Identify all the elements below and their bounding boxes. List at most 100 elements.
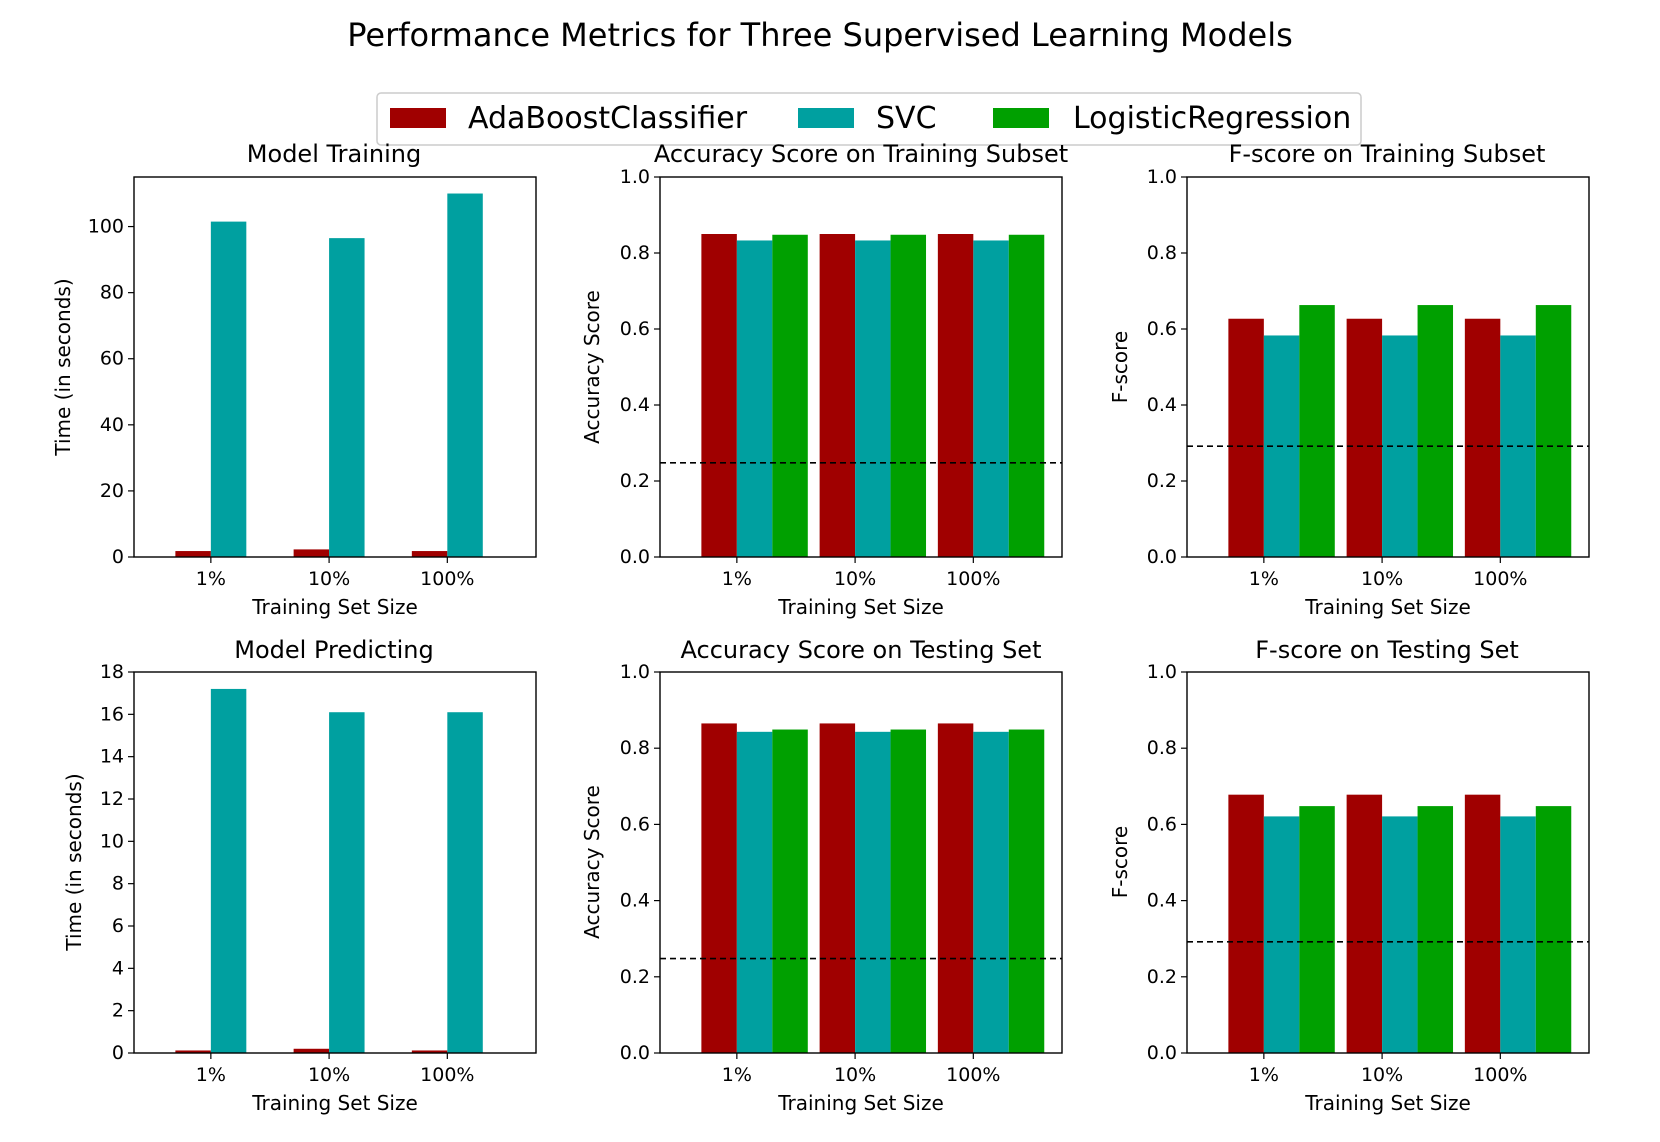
bar-adaboostclassifier-1 <box>1228 318 1264 557</box>
x-tick-label: 10% <box>1361 1064 1403 1086</box>
bar-svc-10 <box>855 240 891 557</box>
bar-svc-1 <box>210 688 247 1053</box>
x-tick-label: 1% <box>722 568 752 590</box>
bar-logisticregression-1 <box>772 729 808 1053</box>
y-axis-label: F-score <box>1108 331 1132 403</box>
x-tick-label: 100% <box>1473 1064 1527 1086</box>
bar-adaboostclassifier-1 <box>175 551 211 557</box>
bar-logisticregression-1 <box>772 234 808 557</box>
axes-frame <box>133 671 537 1054</box>
y-axis-label: F-score <box>1108 826 1132 898</box>
bar-svc-1 <box>736 731 773 1053</box>
legend-label-adaboost: AdaBoostClassifier <box>468 101 748 136</box>
y-tick-label: 1.0 <box>1147 166 1177 188</box>
x-axis-label: Training Set Size <box>251 595 418 619</box>
panel-fscore-testing: F-score on Testing Set 0.0 0.2 0.4 0.6 0.8 1.… <box>1108 636 1590 1115</box>
bar-logisticregression-100 <box>1008 729 1045 1053</box>
y-axis-label: Time (in seconds) <box>62 773 86 951</box>
y-tick-label: 0.2 <box>1147 470 1177 492</box>
bar-logisticregression-1 <box>1299 806 1335 1053</box>
x-axis-label: Training Set Size <box>777 595 944 619</box>
panel-title: Model Predicting <box>234 636 433 664</box>
axes-frame <box>133 176 537 558</box>
bar-svc-100 <box>447 193 483 557</box>
y-tick-label: 0 <box>112 1042 124 1064</box>
bar-adaboostclassifier-100 <box>937 234 974 557</box>
axes-frame <box>659 176 1063 558</box>
y-tick-label: 0.8 <box>1147 737 1177 759</box>
x-tick-label: 1% <box>722 1064 752 1086</box>
x-tick-label: 100% <box>946 1064 1000 1086</box>
y-axis-label: Accuracy Score <box>580 785 604 939</box>
y-tick-label: 1.0 <box>620 166 650 188</box>
panel-title: Accuracy Score on Testing Set <box>681 636 1042 664</box>
legend-swatch-svc <box>798 108 854 128</box>
bar-svc-10 <box>855 731 891 1053</box>
legend: AdaBoostClassifier SVC LogisticRegressio… <box>376 92 1362 146</box>
y-tick-label: 0.6 <box>620 318 650 340</box>
axes-frame <box>1186 671 1590 1054</box>
y-tick-label: 1.0 <box>1147 661 1177 683</box>
plot-area: 0 20 40 60 80 100 1% 10% 100% <box>88 176 537 590</box>
plot-area: 0.0 0.2 0.4 0.6 0.8 1.0 1% 10% 100% <box>620 661 1063 1086</box>
y-tick-label: 0.8 <box>1147 242 1177 264</box>
bar-adaboostclassifier-10 <box>1346 318 1383 557</box>
y-tick-label: 0.0 <box>620 546 650 568</box>
legend-swatch-logistic <box>993 108 1049 128</box>
bar-logisticregression-10 <box>1417 806 1454 1053</box>
bar-svc-1 <box>1263 816 1300 1053</box>
y-tick-label: 2 <box>112 1000 124 1022</box>
panel-title: Model Training <box>247 140 421 168</box>
bar-logisticregression-1 <box>1299 305 1335 557</box>
y-tick-label: 10 <box>100 830 124 852</box>
plot-area: 0.0 0.2 0.4 0.6 0.8 1.0 1% 10% 100% <box>1147 661 1590 1086</box>
panel-title: Accuracy Score on Training Subset <box>654 140 1068 168</box>
bar-svc-100 <box>973 731 1009 1053</box>
bar-adaboostclassifier-1 <box>701 234 737 557</box>
legend-label-svc: SVC <box>876 101 937 136</box>
axes-frame <box>659 671 1063 1054</box>
panel-title: F-score on Testing Set <box>1255 636 1519 664</box>
panel-title: F-score on Training Subset <box>1229 140 1546 168</box>
bar-svc-10 <box>329 238 365 557</box>
x-tick-label: 100% <box>420 568 474 590</box>
legend-label-logistic: LogisticRegression <box>1073 101 1351 136</box>
x-tick-label: 100% <box>946 568 1000 590</box>
x-tick-label: 1% <box>196 1064 226 1086</box>
y-tick-label: 12 <box>100 788 124 810</box>
y-tick-label: 0.6 <box>1147 318 1177 340</box>
y-axis-label: Accuracy Score <box>580 290 604 444</box>
bar-adaboostclassifier-10 <box>819 234 856 557</box>
y-tick-label: 16 <box>100 703 124 725</box>
bar-adaboostclassifier-10 <box>819 723 856 1053</box>
x-axis-label: Training Set Size <box>1304 595 1471 619</box>
y-tick-label: 0.2 <box>620 966 650 988</box>
bar-adaboostclassifier-10 <box>1346 794 1383 1053</box>
plot-area: 0.0 0.2 0.4 0.6 0.8 1.0 1% 10% 100% <box>1147 166 1590 590</box>
x-axis-label: Training Set Size <box>1304 1091 1471 1115</box>
legend-swatch-adaboost <box>390 108 446 128</box>
bar-adaboostclassifier-100 <box>1464 318 1501 557</box>
x-tick-label: 1% <box>1249 1064 1279 1086</box>
panel-model-training: Model Training 0 20 40 60 80 100 1% 10% 100% Tra… <box>51 140 537 619</box>
x-tick-label: 10% <box>308 1064 350 1086</box>
plot-area: 0.0 0.2 0.4 0.6 0.8 1.0 1% 10% 100% <box>620 166 1063 590</box>
y-tick-label: 40 <box>100 414 124 436</box>
bar-svc-1 <box>736 240 773 557</box>
y-tick-label: 0.4 <box>620 890 650 912</box>
bar-adaboostclassifier-1 <box>1228 794 1264 1053</box>
figure-title: Performance Metrics for Three Supervised… <box>347 16 1293 54</box>
y-tick-label: 0.0 <box>620 1042 650 1064</box>
y-axis-label: Time (in seconds) <box>51 278 75 456</box>
x-tick-label: 100% <box>1473 568 1527 590</box>
y-tick-label: 0.4 <box>1147 890 1177 912</box>
x-tick-label: 10% <box>1361 568 1403 590</box>
x-tick-label: 1% <box>196 568 226 590</box>
bar-logisticregression-100 <box>1535 806 1572 1053</box>
bar-adaboostclassifier-10 <box>293 549 330 557</box>
y-tick-label: 0.8 <box>620 737 650 759</box>
panel-model-predicting: Model Predicting 0 2 4 6 8 10 12 14 16 18 1% 10% 100… <box>62 636 537 1115</box>
x-tick-label: 10% <box>834 568 876 590</box>
bar-adaboostclassifier-100 <box>411 551 448 557</box>
bar-svc-1 <box>210 221 247 558</box>
